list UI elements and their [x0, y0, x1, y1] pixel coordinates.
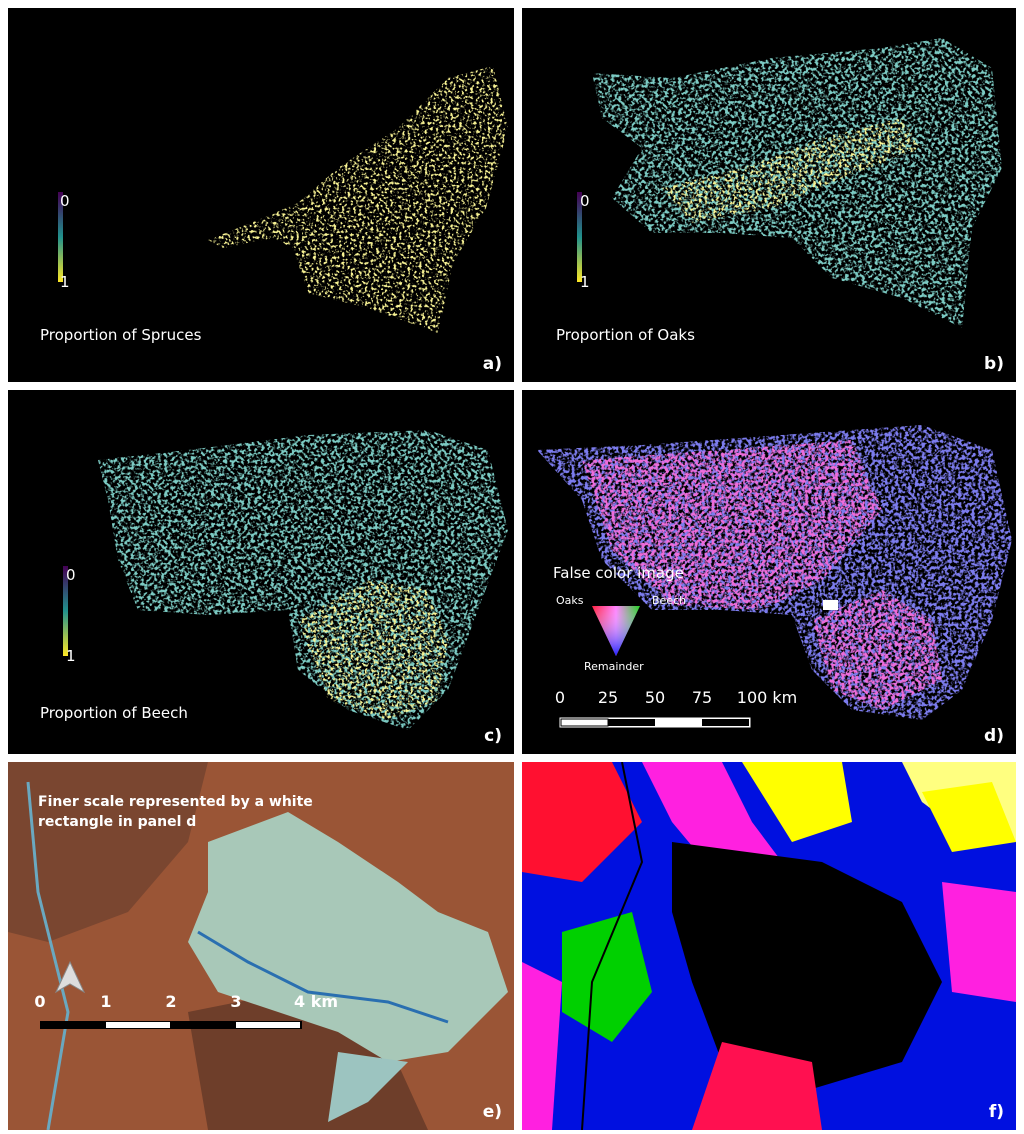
panel-e: Finer scale represented by a white recta…	[8, 762, 514, 1130]
scale-label: 0	[34, 992, 45, 1011]
scale-label: 4 km	[294, 992, 338, 1011]
scale-label: 50	[645, 688, 665, 707]
triangle-bottom-label: Remainder	[584, 660, 644, 673]
figure: 0 1 Proportion of Spruces a) 0 1 Proport…	[0, 0, 1024, 1134]
class-patch	[942, 882, 1016, 1002]
scale-label: 3	[230, 992, 241, 1011]
panel-label: b)	[984, 354, 1004, 374]
panel-title: False color image	[553, 564, 684, 582]
scale-label: 100 km	[737, 688, 797, 707]
colorbar-top-label: 0	[580, 192, 590, 210]
scale-label: 2	[165, 992, 176, 1011]
scale-label: 75	[692, 688, 712, 707]
spruce-distribution	[208, 66, 508, 333]
panel-label: c)	[484, 726, 502, 746]
triangle-right-label: Beech	[652, 594, 686, 607]
panel-label: f)	[989, 1102, 1004, 1122]
finer-scale-rectangle	[823, 600, 838, 610]
scale-label: 0	[555, 688, 565, 707]
class-patch	[522, 762, 642, 882]
panel-c: 0 1 Proportion of Beech c)	[8, 390, 514, 754]
colorbar-bottom-label: 1	[60, 273, 70, 291]
panel-label: d)	[984, 726, 1004, 746]
class-patch	[522, 962, 562, 1130]
colorbar-bottom-label: 1	[580, 273, 590, 291]
color-triangle-shade	[592, 606, 640, 656]
panel-label: a)	[483, 354, 502, 374]
panel-title: Proportion of Spruces	[40, 326, 201, 344]
page: Tree species proportion maps {"panels": …	[0, 0, 1024, 1134]
triangle-left-label: Oaks	[556, 594, 584, 607]
panel-a: 0 1 Proportion of Spruces a)	[8, 8, 514, 382]
scale-label: 25	[598, 688, 618, 707]
colorbar-top-label: 0	[60, 192, 70, 210]
panel-title: Proportion of Oaks	[556, 326, 695, 344]
colorbar-top-label: 0	[66, 566, 76, 584]
panel-label: e)	[483, 1102, 502, 1122]
panel-title: Proportion of Beech	[40, 704, 188, 722]
colorbar-bottom-label: 1	[66, 647, 76, 665]
map	[522, 762, 1016, 1130]
class-patch	[742, 762, 852, 842]
panel-f: f)	[522, 762, 1016, 1130]
scale-bar-segment	[561, 719, 608, 726]
beech-distribution	[98, 430, 508, 730]
scale-bar	[560, 718, 750, 727]
scale-bar	[40, 1021, 302, 1029]
panel-b: 0 1 Proportion of Oaks b)	[522, 8, 1016, 382]
scale-bar-segment	[236, 1022, 300, 1028]
scale-label: 1	[100, 992, 111, 1011]
scale-bar-segment	[608, 719, 655, 726]
class-patch	[562, 912, 652, 1042]
class-patch	[672, 842, 942, 1092]
panel-title: Finer scale represented by a white recta…	[38, 792, 358, 832]
scale-bar-segment	[106, 1022, 170, 1028]
scale-bar-segment	[702, 719, 749, 726]
panel-d: False color image Oaks Beech Remainder 0…	[522, 390, 1016, 754]
map	[8, 390, 514, 754]
